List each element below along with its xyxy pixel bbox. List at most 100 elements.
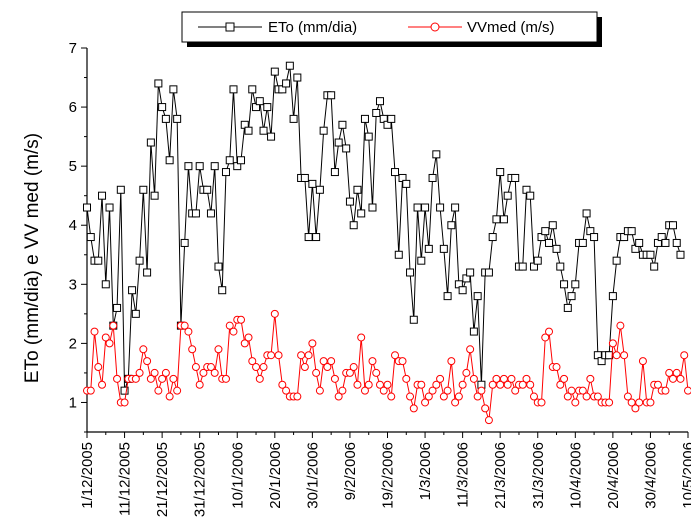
data-point-eto	[116, 185, 125, 194]
data-point-eto	[267, 132, 276, 141]
data-point-vv	[206, 363, 215, 372]
data-point-vv	[631, 404, 640, 413]
data-point-vv	[165, 392, 174, 401]
data-point-eto	[484, 268, 493, 277]
data-point-eto	[139, 185, 148, 194]
data-point-vv	[146, 374, 155, 383]
data-point-vv	[120, 398, 129, 407]
data-point-eto	[165, 156, 174, 165]
data-point-vv	[391, 351, 400, 360]
data-point-eto	[458, 286, 467, 295]
data-point-vv	[315, 386, 324, 395]
x-tick-label: 11/3/2006	[455, 442, 472, 508]
data-point-vv	[98, 380, 107, 389]
data-point-eto	[421, 203, 430, 212]
data-point-vv	[109, 321, 118, 330]
data-point-vv	[507, 374, 516, 383]
data-point-vv	[406, 392, 415, 401]
data-point-eto	[289, 114, 298, 123]
data-point-vv	[270, 309, 279, 318]
data-point-eto	[488, 233, 497, 242]
data-point-eto	[345, 197, 354, 206]
y-tick-label: 5	[69, 158, 77, 175]
data-point-eto	[214, 262, 223, 271]
data-point-eto	[650, 262, 659, 271]
data-point-eto	[473, 292, 482, 301]
data-point-eto	[360, 114, 369, 123]
data-point-eto	[526, 191, 535, 200]
data-point-eto	[661, 238, 670, 247]
data-point-eto	[128, 286, 137, 295]
data-point-vv	[161, 368, 170, 377]
data-point-eto	[308, 179, 317, 188]
data-point-vv	[620, 351, 629, 360]
data-point-vv	[308, 339, 317, 348]
data-point-eto	[353, 185, 362, 194]
data-point-vv	[635, 398, 644, 407]
y-tick-label: 1	[69, 394, 77, 411]
data-point-eto	[372, 108, 381, 117]
data-point-eto	[300, 173, 309, 182]
data-point-eto	[101, 280, 110, 289]
data-point-eto	[541, 227, 550, 236]
data-point-vv	[304, 351, 313, 360]
data-point-vv	[323, 363, 332, 372]
data-point-eto	[244, 126, 253, 135]
data-point-eto	[229, 85, 238, 94]
data-point-vv	[436, 374, 445, 383]
data-point-vv	[357, 333, 366, 342]
data-point-vv	[184, 327, 193, 336]
data-point-eto	[327, 91, 336, 100]
data-point-vv	[387, 392, 396, 401]
data-point-eto	[571, 280, 580, 289]
x-tick-label: 31/3/2006	[530, 442, 547, 509]
data-point-eto	[319, 126, 328, 135]
data-point-vv	[672, 368, 681, 377]
data-point-vv	[518, 380, 527, 389]
data-point-vv	[545, 327, 554, 336]
data-point-vv	[563, 392, 572, 401]
data-point-eto	[676, 250, 685, 259]
x-tick-label: 10/1/2006	[229, 442, 246, 509]
data-point-vv	[469, 374, 478, 383]
data-point-vv	[616, 321, 625, 330]
data-point-eto	[248, 85, 257, 94]
data-point-eto	[285, 61, 294, 70]
data-point-eto	[364, 132, 373, 141]
data-point-eto	[270, 67, 279, 76]
data-point-vv	[454, 392, 463, 401]
data-point-vv	[135, 368, 144, 377]
data-point-vv	[541, 333, 550, 342]
data-point-vv	[608, 339, 617, 348]
data-point-eto	[496, 168, 505, 177]
data-point-eto	[503, 191, 512, 200]
data-point-vv	[439, 392, 448, 401]
data-point-vv	[353, 380, 362, 389]
data-point-eto	[180, 238, 189, 247]
data-point-eto	[443, 292, 452, 301]
data-point-vv	[349, 363, 358, 372]
legend-label-eto: ETo (mm/dia)	[268, 19, 357, 36]
data-point-vv	[282, 386, 291, 395]
data-point-vv	[638, 357, 647, 366]
data-point-vv	[338, 386, 347, 395]
data-point-eto	[627, 227, 636, 236]
data-point-eto	[668, 221, 677, 230]
data-point-vv	[511, 386, 520, 395]
x-tick-label: 10/4/2006	[567, 442, 584, 509]
data-point-eto	[492, 215, 501, 224]
data-point-vv	[578, 386, 587, 395]
data-point-vv	[248, 357, 257, 366]
data-point-eto	[150, 191, 159, 200]
data-point-eto	[86, 233, 95, 242]
data-point-eto	[282, 79, 291, 88]
data-point-eto	[552, 244, 561, 253]
data-point-eto	[466, 268, 475, 277]
data-point-vv	[586, 374, 595, 383]
axes: 1 2 3 4 5 6 7 1/12/2005 11/12/2005 21/12/2005 31/1…	[69, 40, 691, 517]
data-point-vv	[612, 351, 621, 360]
data-point-eto	[83, 203, 91, 212]
data-point-eto	[210, 162, 219, 171]
data-point-vv	[372, 368, 381, 377]
data-point-eto	[169, 85, 178, 94]
